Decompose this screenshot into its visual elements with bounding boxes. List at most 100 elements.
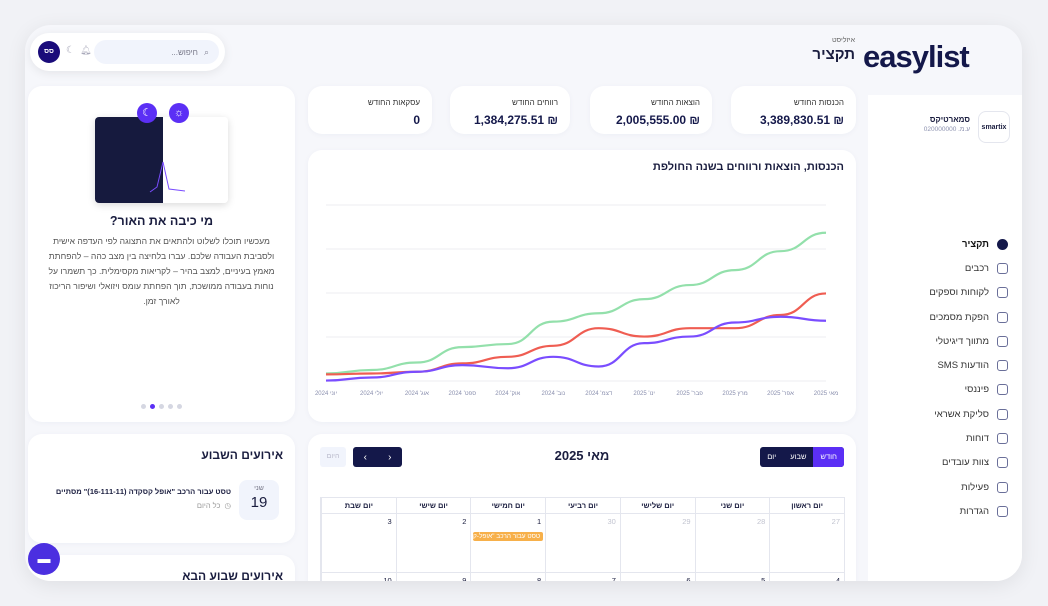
calendar-event[interactable]: טסט עבור הרכב "אופל-ק bbox=[473, 532, 544, 541]
series-line-2 bbox=[325, 315, 827, 382]
day-number: 30 bbox=[607, 517, 616, 526]
calendar-card: חודש שבוע יום מאי 2025 ‹ › היום יום ראשון יו… bbox=[308, 434, 856, 581]
x-tick-label: אוק' 2024 bbox=[495, 391, 520, 397]
weekday-header: יום שישי bbox=[395, 498, 471, 514]
sidebar-item-label: הודעות SMS bbox=[937, 360, 989, 372]
x-tick-label: יולי 2024 bbox=[360, 389, 383, 397]
calendar-day[interactable]: 9 bbox=[395, 573, 471, 581]
sidebar: smartix סמארטיקס ע.מ. 020000000 תקציר רכב… bbox=[868, 95, 1022, 581]
day-number: 28 bbox=[756, 517, 766, 526]
carousel-dot[interactable] bbox=[177, 404, 182, 409]
page-title: תקציר bbox=[812, 46, 855, 63]
calendar-day[interactable]: 3 bbox=[321, 514, 396, 573]
sidebar-item-label: תקציר bbox=[962, 238, 989, 250]
calendar-day[interactable]: 2 bbox=[395, 514, 471, 573]
sidebar-item[interactable]: צוות עובדים bbox=[878, 451, 1008, 475]
sidebar-item[interactable]: לקוחות וספקים bbox=[878, 281, 1008, 305]
calendar-day[interactable]: 28 bbox=[694, 514, 770, 573]
app-logo: easylist bbox=[863, 39, 970, 74]
chart-card: הכנסות, הוצאות ורווחים בשנה החולפת יוני … bbox=[308, 150, 856, 422]
promo-body: מעכשיו תוכלו לשלוט ולהתאים את התצוגה לפי… bbox=[48, 236, 275, 306]
sun-icon: ☼ bbox=[169, 103, 189, 123]
sidebar-item[interactable]: רכבים bbox=[878, 256, 1008, 280]
clock-icon: ◷ bbox=[224, 501, 231, 510]
x-tick-label: יוני 2024 bbox=[315, 391, 337, 397]
sidebar-item-label: פיננסי bbox=[964, 384, 989, 396]
chat-support-button[interactable]: ▬ bbox=[28, 543, 60, 575]
avatar[interactable]: סס bbox=[38, 41, 60, 63]
kpi-value: ₪ 2,005,555.00 bbox=[615, 113, 700, 127]
sidebar-item[interactable]: הגדרות bbox=[878, 499, 1008, 523]
sidebar-item[interactable]: תקציר bbox=[878, 232, 1008, 256]
kpi-value: ₪ 3,389,830.51 bbox=[759, 113, 844, 127]
kpi-card: הוצאות החודש ₪ 2,005,555.00 bbox=[590, 86, 712, 134]
car-icon bbox=[997, 262, 1008, 274]
team-icon bbox=[997, 457, 1008, 469]
promo-title: מי כיבה את האור? bbox=[109, 214, 214, 228]
x-tick-label: אפר' 2025 bbox=[767, 391, 794, 397]
promo-illustration bbox=[95, 117, 228, 203]
search-placeholder: חיפוש... bbox=[171, 47, 198, 57]
weekday-header: יום שלישי bbox=[619, 498, 695, 514]
camera-icon bbox=[997, 335, 1008, 347]
events-next-week-card: אירועים שבוע הבא bbox=[28, 555, 295, 581]
report-icon bbox=[997, 433, 1008, 445]
day-number: 4 bbox=[835, 576, 840, 581]
view-1[interactable]: שבוע bbox=[790, 452, 807, 461]
calculator-icon bbox=[997, 384, 1008, 396]
x-tick-label: מרץ 2025 bbox=[722, 391, 747, 397]
calendar-view-toggle: חודש שבוע יום bbox=[760, 447, 844, 467]
calendar-grid: יום ראשון יום שני יום שלישי יום רביעי יום חמ… bbox=[320, 497, 845, 581]
day-number: 5 bbox=[761, 576, 766, 581]
event-date: 19 bbox=[250, 494, 268, 511]
settings-icon bbox=[997, 505, 1008, 517]
search-input[interactable]: ⌕ חיפוש... bbox=[94, 40, 219, 64]
sidebar-item-label: דוחות bbox=[965, 433, 989, 445]
calendar-day[interactable]: 6 bbox=[619, 573, 695, 581]
calendar-title: מאי 2025 bbox=[554, 448, 610, 463]
carousel-dot[interactable] bbox=[150, 404, 155, 409]
bell-icon[interactable]: 🔔︎ bbox=[80, 45, 92, 55]
moon-icon: ☾ bbox=[137, 103, 157, 123]
kpi-card: עסקאות החודש 0 bbox=[308, 86, 432, 134]
calendar-day[interactable]: 10 bbox=[321, 573, 396, 581]
view-2[interactable]: יום bbox=[767, 452, 777, 461]
kpi-label: הוצאות החודש bbox=[650, 98, 700, 107]
day-number: 27 bbox=[831, 517, 840, 526]
day-number: 6 bbox=[686, 576, 691, 581]
dark-mode-icon[interactable]: ☾ bbox=[66, 45, 75, 56]
carousel-dot[interactable] bbox=[141, 404, 146, 409]
sidebar-item[interactable]: הודעות SMS bbox=[878, 353, 1008, 377]
day-number: 1 bbox=[536, 517, 542, 526]
carousel-dot[interactable] bbox=[168, 404, 173, 409]
calendar-day[interactable]: 27 bbox=[769, 514, 844, 573]
prev-month-button[interactable]: ‹ bbox=[363, 451, 367, 463]
sidebar-item[interactable]: מתווך דיגיטלי bbox=[878, 329, 1008, 353]
next-month-button[interactable]: › bbox=[388, 451, 392, 463]
calendar-day[interactable]: 30 bbox=[545, 514, 620, 573]
calendar-day[interactable]: 8 bbox=[470, 573, 545, 581]
calendar-day[interactable]: 29 bbox=[619, 514, 695, 573]
line-chart: יוני 2024 יולי 2024 אוג' 2024 ספט' 2024 אוק'… bbox=[315, 204, 838, 397]
users-icon bbox=[997, 287, 1008, 299]
sidebar-item[interactable]: הפקת מסמכים bbox=[878, 305, 1008, 329]
today-button[interactable]: היום bbox=[320, 447, 346, 467]
sidebar-item[interactable]: סליקת אשראי bbox=[878, 402, 1008, 426]
calendar-day[interactable]: 1 טסט עבור הרכב "אופל-ק bbox=[470, 514, 546, 573]
view-0[interactable]: חודש bbox=[813, 447, 844, 467]
carousel-dot[interactable] bbox=[159, 404, 164, 409]
series-line-0 bbox=[325, 231, 827, 375]
calendar-day[interactable]: 4 bbox=[769, 573, 844, 581]
x-tick-label: מאי 2025 bbox=[814, 391, 838, 397]
sidebar-item[interactable]: פיננסי bbox=[878, 378, 1008, 402]
calendar-day[interactable]: 7 bbox=[545, 573, 620, 581]
sidebar-item[interactable]: פעילות bbox=[878, 475, 1008, 499]
sidebar-item[interactable]: דוחות bbox=[878, 426, 1008, 450]
weekday-header: יום שבת bbox=[321, 498, 396, 514]
event-date-badge: שני 19 bbox=[239, 480, 279, 520]
events-this-week-card: אירועים השבוע שני 19 טסט עבור הרכב "אופל… bbox=[28, 434, 295, 543]
event-text[interactable]: טסט עבור הרכב "אופל קסקדה (16-111-11)" מ… bbox=[55, 487, 231, 496]
calendar-day[interactable]: 5 bbox=[694, 573, 770, 581]
header-toolbar: סס ☾ 🔔︎ ⌕ חיפוש... bbox=[30, 33, 225, 71]
kpi-label: עסקאות החודש bbox=[367, 98, 420, 107]
